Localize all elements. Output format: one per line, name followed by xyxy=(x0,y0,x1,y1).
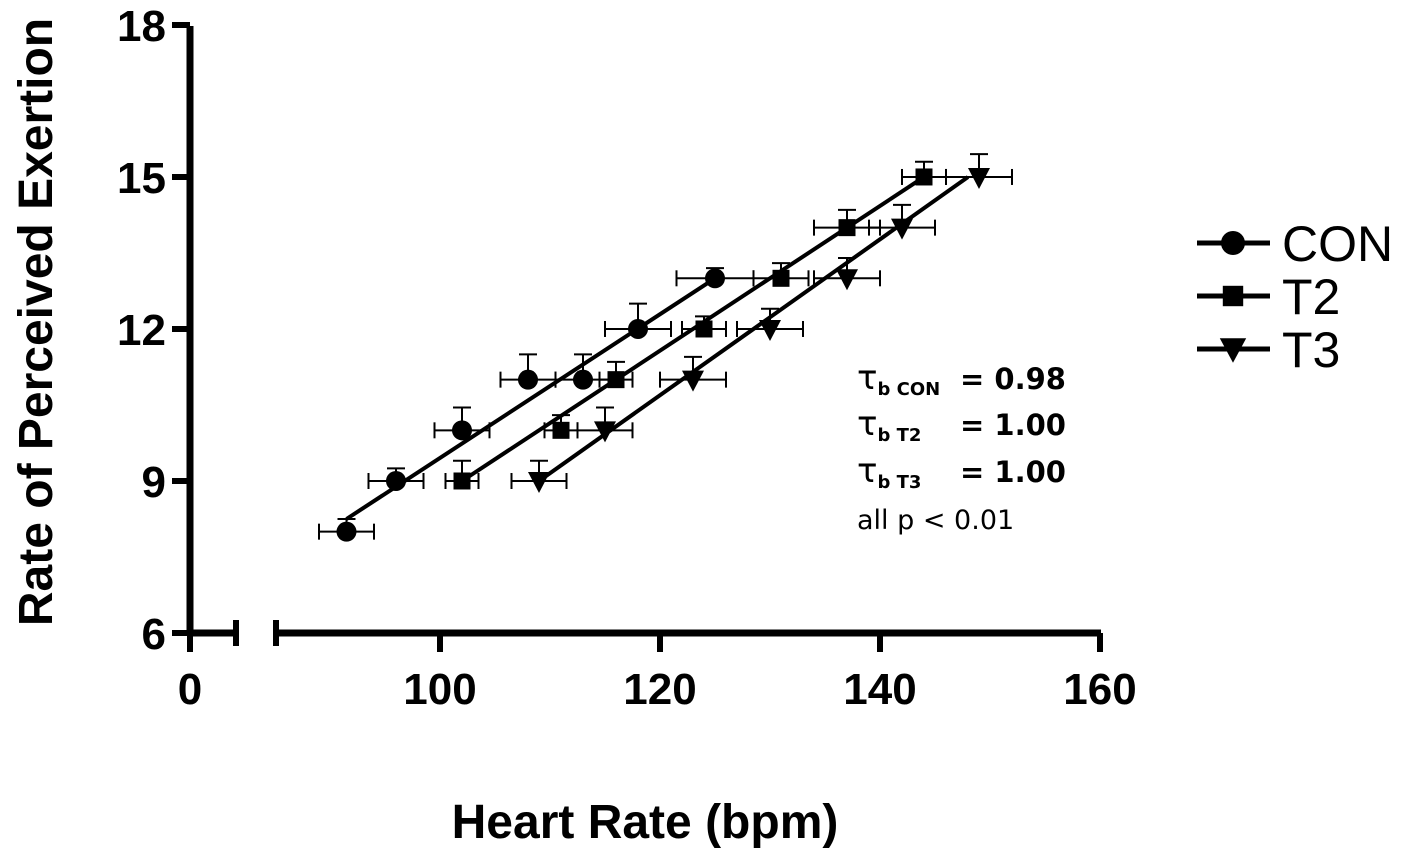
point-t2 xyxy=(607,371,625,389)
stats-annotation: τb CON = 0.98 τb T2 = 1.00 τb T3 = 1.00 … xyxy=(857,358,1066,536)
stat-t2-value: = 1.00 xyxy=(960,408,1066,442)
point-con xyxy=(452,420,472,441)
point-t2 xyxy=(453,472,471,490)
stat-footnote: all p < 0.01 xyxy=(857,505,1014,536)
point-con xyxy=(518,369,538,390)
x-tick-label: 160 xyxy=(1063,665,1136,714)
fit-line-con xyxy=(345,276,717,521)
legend-label-con: CON xyxy=(1282,216,1393,272)
point-t2 xyxy=(838,219,856,237)
x-tick-label: 0 xyxy=(178,665,202,714)
point-t2 xyxy=(552,421,570,439)
stat-t3: τb T3 xyxy=(857,451,921,493)
legend-marker-con xyxy=(1221,231,1245,255)
x-tick-label: 120 xyxy=(623,665,696,714)
tick-labels: 6 9 12 15 18 0 100 120 140 160 xyxy=(117,2,1137,714)
y-tick-label: 18 xyxy=(117,2,166,51)
legend-marker-t3 xyxy=(1219,338,1247,363)
point-con xyxy=(573,369,593,390)
legend-item-t2: T2 xyxy=(1197,269,1340,325)
point-con xyxy=(705,268,725,289)
stat-con: τb CON xyxy=(857,358,940,400)
y-tick-label: 15 xyxy=(117,154,166,203)
x-axis-label: Heart Rate (bpm) xyxy=(452,796,839,849)
x-tick-label: 100 xyxy=(403,665,476,714)
y-tick-label: 9 xyxy=(142,458,166,507)
legend-marker-t2 xyxy=(1222,285,1244,307)
stat-t2-symbol: τ xyxy=(857,404,877,444)
y-tick-label: 6 xyxy=(142,610,166,659)
stat-con-symbol: τ xyxy=(857,358,877,398)
point-t3 xyxy=(968,167,990,189)
point-t2 xyxy=(772,269,790,287)
stat-t2-sub: b T2 xyxy=(877,425,921,446)
stat-con-value: = 0.98 xyxy=(960,362,1066,396)
point-con xyxy=(628,318,648,339)
legend-label-t2: T2 xyxy=(1282,269,1340,325)
point-t3 xyxy=(891,218,913,240)
point-t3 xyxy=(682,370,704,392)
point-t3 xyxy=(836,269,858,291)
point-t3 xyxy=(594,421,616,443)
x-tick-label: 140 xyxy=(843,665,916,714)
point-con xyxy=(336,521,357,542)
point-t3 xyxy=(759,319,781,341)
stat-t3-symbol: τ xyxy=(857,451,877,491)
point-t3 xyxy=(528,471,550,493)
stat-t3-value: = 1.00 xyxy=(960,455,1066,489)
point-t2 xyxy=(695,320,713,338)
legend-item-con: CON xyxy=(1197,216,1393,272)
stat-t3-sub: b T3 xyxy=(877,472,921,493)
legend-item-t3: T3 xyxy=(1197,322,1340,378)
y-axis-label: Rate of Perceived Exertion xyxy=(10,18,63,626)
stat-con-sub: b CON xyxy=(877,379,940,400)
data-markers xyxy=(336,167,990,542)
y-tick-label: 12 xyxy=(117,306,166,355)
legend-label-t3: T3 xyxy=(1282,322,1340,378)
point-con xyxy=(386,470,406,491)
tick-marks xyxy=(172,21,1103,652)
point-t2 xyxy=(915,168,933,186)
stat-t2: τb T2 xyxy=(857,404,921,446)
